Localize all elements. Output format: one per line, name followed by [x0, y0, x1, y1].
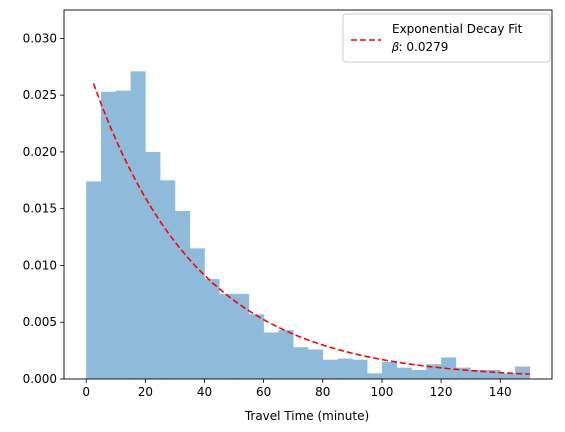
legend: Exponential Decay Fit 𝛽: 0.0279: [342, 13, 551, 63]
legend-beta-label: 𝛽: 0.0279: [391, 40, 448, 54]
y-tick-label: 0.025: [23, 88, 57, 102]
y-tick-label: 0.030: [23, 31, 57, 45]
y-tick-label: 0.020: [23, 145, 57, 159]
x-tick-label: 100: [370, 385, 393, 399]
histogram-bar: [515, 366, 531, 379]
x-tick-label: 20: [138, 385, 153, 399]
histogram-bar: [352, 359, 368, 379]
histogram-bar: [308, 349, 324, 379]
histogram-bar: [500, 373, 516, 379]
histogram-bar: [455, 367, 471, 379]
histogram-bar: [86, 181, 102, 379]
histogram-bar: [204, 279, 220, 379]
y-tick-label: 0.010: [23, 258, 57, 272]
histogram-bar: [322, 359, 338, 379]
x-tick-label: 120: [430, 385, 453, 399]
y-tick-label: 0.005: [23, 315, 57, 329]
histogram-bar: [381, 361, 398, 379]
y-axis-ticks: 0.000 0.005 0.010 0.015 0.020 0.025 0.030: [23, 31, 64, 386]
histogram-bar: [470, 369, 486, 379]
histogram-bar: [396, 367, 412, 379]
histogram-bar: [263, 332, 279, 379]
histogram-bar: [293, 347, 309, 379]
histogram-bar: [100, 91, 117, 380]
histogram-bar: [367, 373, 383, 379]
legend-box: [342, 13, 551, 63]
x-tick-label: 40: [197, 385, 212, 399]
exponential-fit-line: [92, 83, 530, 375]
histogram-bar: [411, 369, 427, 379]
histogram-bar: [130, 71, 146, 380]
x-axis-ticks: 0 20 40 60 80 100 120 140: [82, 379, 512, 399]
y-tick-label: 0.000: [23, 372, 57, 386]
histogram-bar: [278, 330, 294, 379]
histogram-bars: [86, 71, 531, 380]
histogram-bar: [189, 248, 205, 379]
legend-fit-label: Exponential Decay Fit: [392, 22, 523, 36]
histogram-bar: [174, 210, 190, 379]
x-tick-label: 140: [489, 385, 512, 399]
x-tick-label: 0: [82, 385, 90, 399]
histogram-bar: [248, 314, 264, 379]
histogram-bar: [337, 358, 353, 379]
y-tick-label: 0.015: [23, 202, 57, 216]
histogram-bar: [485, 369, 501, 379]
x-axis-label: Travel Time (minute): [244, 409, 369, 423]
histogram-bar: [145, 151, 161, 379]
histogram-bar: [219, 293, 235, 379]
histogram-bar: [160, 180, 176, 379]
plot-frame: [63, 9, 553, 380]
x-tick-label: 80: [315, 385, 330, 399]
x-tick-label: 60: [256, 385, 271, 399]
histogram-bar: [115, 90, 131, 379]
histogram-bar: [234, 293, 250, 379]
